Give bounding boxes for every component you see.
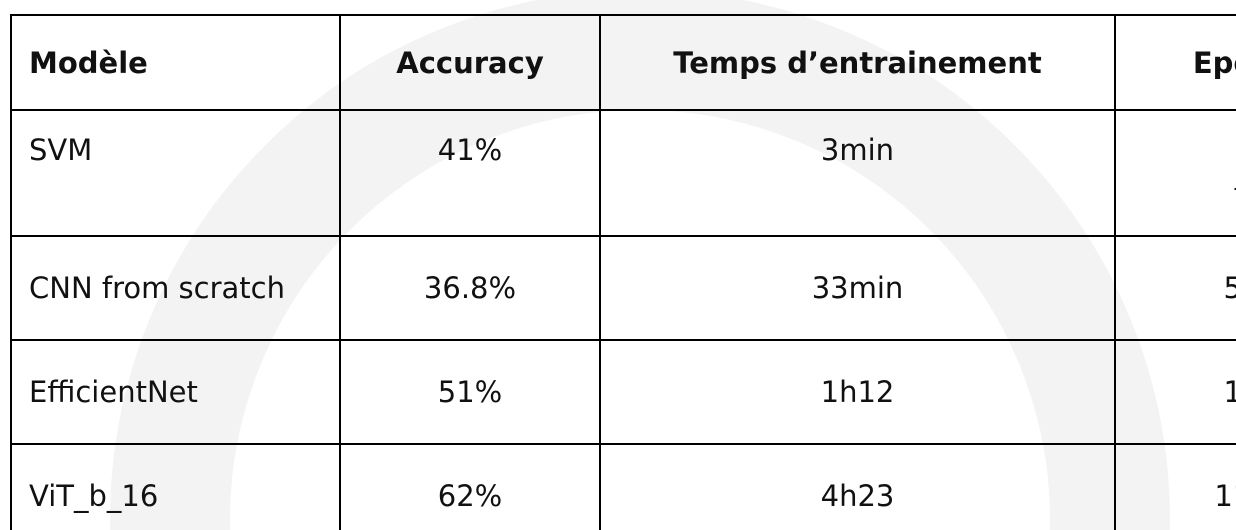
cell-training-time: 3min <box>599 109 1116 237</box>
cell-accuracy: 51% <box>339 339 601 445</box>
cell-model: CNN from scratch <box>10 235 341 341</box>
table-row: EfficientNet 51% 1h12 10 <box>10 339 1236 445</box>
cell-accuracy: 41% <box>339 109 601 237</box>
results-table: Modèle Accuracy Temps d’entrainement Epo… <box>10 14 1236 530</box>
cell-training-time: 1h12 <box>599 339 1116 445</box>
cell-accuracy: 62% <box>339 443 601 530</box>
cell-training-time: 33min <box>599 235 1116 341</box>
table-row: CNN from scratch 36.8% 33min 50 <box>10 235 1236 341</box>
cell-epoch: _ <box>1114 109 1236 237</box>
cell-epoch: 110 <box>1114 443 1236 530</box>
header-cell-model: Modèle <box>10 14 341 111</box>
cell-model: SVM <box>10 109 341 237</box>
header-cell-epoch: Epoch <box>1114 14 1236 111</box>
header-row: Modèle Accuracy Temps d’entrainement Epo… <box>10 14 1236 111</box>
cell-training-time: 4h23 <box>599 443 1116 530</box>
cell-model: EfficientNet <box>10 339 341 445</box>
header-cell-accuracy: Accuracy <box>339 14 601 111</box>
table-row: SVM 41% 3min _ <box>10 109 1236 237</box>
table-row: ViT_b_16 62% 4h23 110 <box>10 443 1236 530</box>
cell-model: ViT_b_16 <box>10 443 341 530</box>
cell-accuracy: 36.8% <box>339 235 601 341</box>
cell-epoch: 10 <box>1114 339 1236 445</box>
header-cell-training-time: Temps d’entrainement <box>599 14 1116 111</box>
cell-epoch: 50 <box>1114 235 1236 341</box>
